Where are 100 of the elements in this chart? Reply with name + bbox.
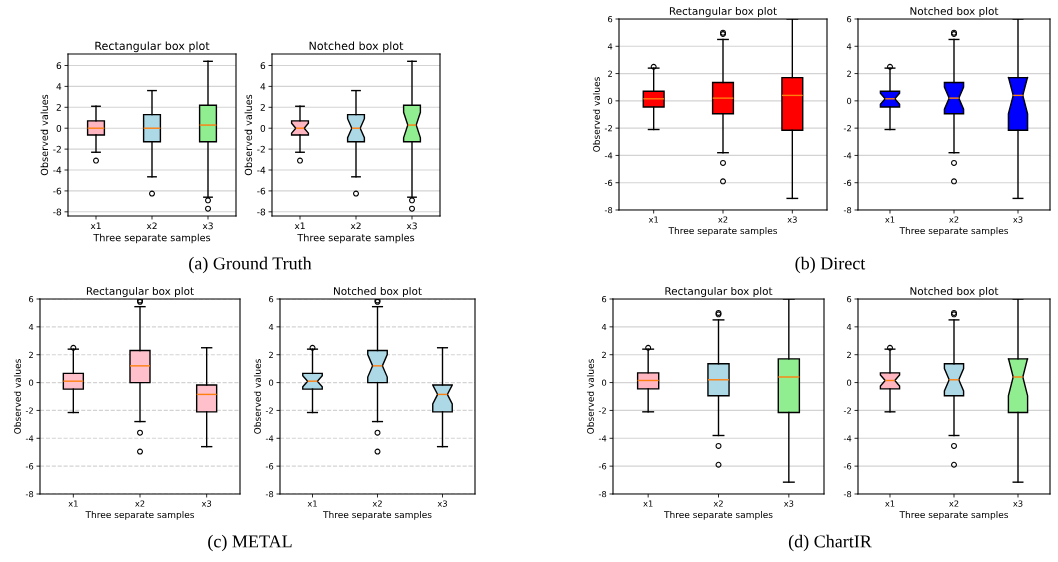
chart-title: Rectangular box plot — [669, 6, 777, 17]
y-tick-label: 6 — [847, 15, 852, 23]
x-tick-label: x2 — [146, 222, 157, 230]
y-tick-label: -2 — [257, 145, 265, 153]
y-axis-title: Observed values — [13, 359, 21, 434]
x-tick-label: x2 — [718, 216, 728, 223]
y-tick-label: -2 — [843, 407, 851, 414]
chart-title: Notched box plot — [910, 286, 999, 297]
y-tick-label: -8 — [843, 490, 852, 498]
y-tick-label: 6 — [847, 295, 852, 303]
y-tick-label: -6 — [598, 463, 607, 470]
chart-title: Rectangular box plot — [95, 41, 210, 53]
x-tick-label: x1 — [294, 222, 305, 230]
y-tick-label: 0 — [608, 97, 613, 105]
y-tick-label: -8 — [843, 206, 852, 214]
y-tick-label: -4 — [257, 166, 266, 174]
y-tick-label: 6 — [608, 15, 613, 23]
y-tick-label: 6 — [260, 62, 266, 70]
x-tick-label: x1 — [307, 500, 317, 507]
x-tick-label: x3 — [1013, 500, 1023, 507]
y-tick-label: -6 — [25, 463, 34, 470]
y-tick-label: 2 — [29, 351, 33, 358]
x-tick-label: x1 — [648, 216, 659, 223]
y-tick-label: -6 — [843, 179, 852, 186]
x-tick-label: x3 — [406, 222, 417, 230]
text: (a) Ground Truth — [189, 256, 312, 274]
y-tick-label: -2 — [604, 125, 612, 132]
y-tick-label: -2 — [598, 407, 606, 414]
y-tick-label: 2 — [608, 70, 612, 77]
text: (c) METAL — [208, 534, 292, 552]
y-tick-label: -4 — [265, 435, 274, 442]
y-tick-label: 4 — [268, 323, 274, 331]
y-tick-label: 0 — [847, 97, 852, 105]
x-tick-label: x2 — [372, 500, 382, 507]
y-tick-label: 6 — [269, 295, 274, 303]
y-tick-label: -4 — [843, 152, 852, 159]
y-axis-title: Observed values — [253, 359, 261, 434]
y-tick-label: -8 — [265, 490, 274, 498]
y-tick-label: 0 — [602, 379, 607, 386]
y-tick-label: 0 — [847, 379, 852, 386]
y-tick-label: 4 — [846, 43, 852, 50]
y-tick-label: 2 — [847, 351, 851, 358]
y-tick-label: 4 — [56, 83, 62, 90]
y-tick-label: 4 — [607, 43, 613, 50]
y-tick-label: -8 — [25, 490, 34, 498]
y-tick-label: 4 — [28, 323, 34, 331]
x-tick-label: x2 — [350, 222, 361, 230]
y-tick-label: 2 — [602, 351, 606, 358]
x-axis-title: Three separate samples — [322, 511, 432, 520]
y-tick-label: 0 — [260, 124, 266, 132]
x-tick-label: x1 — [90, 222, 101, 230]
y-tick-label: 6 — [602, 295, 607, 303]
x-tick-label: x3 — [1013, 216, 1023, 223]
x-axis-title: Three separate samples — [297, 233, 415, 244]
x-tick-label: x1 — [68, 500, 78, 507]
y-tick-label: 0 — [29, 379, 34, 386]
y-tick-label: -6 — [265, 463, 274, 470]
y-tick-label: -8 — [598, 490, 607, 498]
x-tick-label: x3 — [201, 500, 212, 507]
y-tick-label: -8 — [53, 208, 62, 216]
y-tick-label: -2 — [53, 145, 61, 153]
x-axis-title: Three separate samples — [85, 511, 195, 520]
x-tick-label: x3 — [787, 216, 797, 223]
x-axis-title: Three separate samples — [93, 233, 211, 244]
x-tick-label: x2 — [949, 216, 959, 223]
y-tick-label: 0 — [56, 124, 62, 132]
y-tick-label: -2 — [25, 407, 33, 414]
y-axis-title: Observed values — [244, 94, 253, 176]
x-tick-label: x2 — [949, 500, 959, 507]
y-tick-label: -4 — [53, 166, 62, 174]
y-tick-label: -4 — [598, 435, 607, 442]
y-tick-label: -6 — [604, 179, 613, 186]
y-tick-label: 6 — [56, 62, 62, 70]
y-tick-label: -6 — [843, 463, 852, 470]
chart-title: Rectangular box plot — [86, 286, 194, 297]
x-axis-title: Three separate samples — [899, 227, 1009, 236]
y-axis-title: Observed values — [592, 77, 600, 152]
y-tick-label: 2 — [56, 104, 61, 111]
y-tick-label: -8 — [257, 208, 266, 216]
y-tick-label: 4 — [601, 323, 607, 331]
x-tick-label: x3 — [437, 500, 447, 507]
x-tick-label: x3 — [202, 222, 213, 230]
y-tick-label: -2 — [843, 125, 851, 132]
x-tick-label: x1 — [885, 500, 895, 507]
x-axis-title: Three separate samples — [899, 511, 1009, 520]
y-tick-label: 2 — [847, 70, 851, 77]
y-tick-label: 6 — [29, 295, 34, 303]
y-tick-label: -6 — [257, 187, 266, 195]
y-tick-label: 4 — [846, 323, 852, 331]
y-axis-title: Observed values — [586, 359, 594, 434]
x-axis-title: Three separate samples — [663, 511, 773, 520]
y-tick-label: 2 — [260, 104, 265, 111]
y-tick-label: 0 — [269, 379, 274, 386]
y-tick-label: -4 — [843, 435, 852, 442]
chart-title: Notched box plot — [334, 286, 422, 297]
chart-title: Notched box plot — [910, 6, 999, 17]
y-axis-title: Observed values — [40, 94, 49, 176]
y-tick-label: -4 — [604, 152, 613, 159]
y-tick-label: -8 — [604, 206, 613, 214]
x-tick-label: x2 — [135, 500, 145, 507]
